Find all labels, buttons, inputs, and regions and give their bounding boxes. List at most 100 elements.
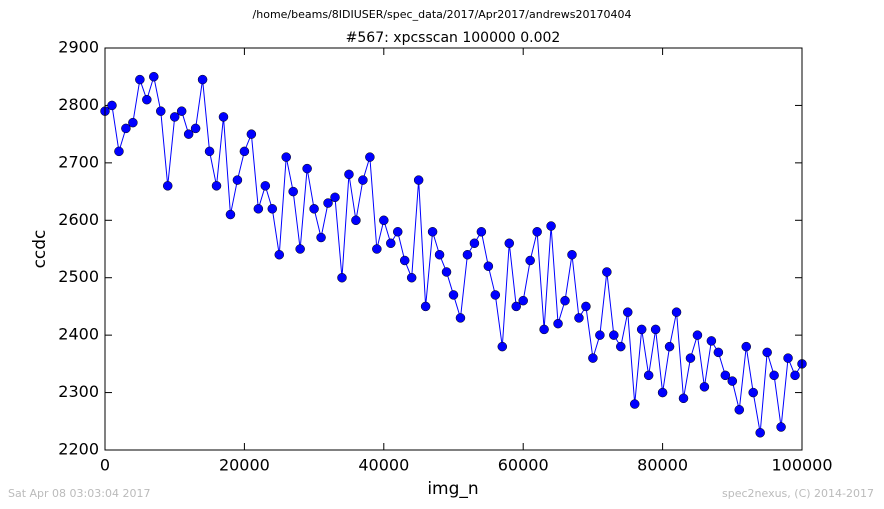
suptitle: /home/beams/8IDIUSER/spec_data/2017/Apr2… [253,8,632,21]
point [776,422,786,432]
point [643,370,654,381]
point [434,249,445,260]
point [476,227,487,237]
point [386,238,396,249]
point [162,181,173,191]
point [379,215,389,226]
point [253,204,264,214]
point [525,255,535,266]
point [302,163,312,174]
point [107,100,117,111]
point [413,175,424,185]
point [128,117,138,128]
point [239,146,250,157]
x-axis-label: img_n [427,479,478,499]
y-tick-label: 2700 [58,152,99,171]
point [629,399,640,409]
point [713,347,724,358]
point [657,387,668,398]
point [692,330,703,340]
point [727,376,738,386]
point [588,353,598,363]
point [211,181,222,191]
point [553,318,563,329]
point [281,152,291,162]
point [490,290,501,300]
point [581,301,591,312]
point [699,382,710,392]
point [420,301,431,312]
point [441,267,452,277]
point [260,181,271,191]
point [330,192,340,203]
point [623,307,633,317]
point [748,387,758,398]
point [358,175,368,185]
point [399,255,410,266]
point [309,204,319,214]
x-tick-label: 40000 [358,456,409,475]
credit: spec2nexus, (C) 2014-2017 [722,487,874,500]
point [462,249,473,260]
point [365,152,375,162]
point [135,74,145,85]
x-tick-label: 100000 [771,456,832,475]
point [455,313,466,323]
point [783,353,793,363]
point [218,112,229,122]
point [567,249,577,260]
x-tick-label: 0 [100,456,110,475]
point [190,123,201,134]
point [574,313,584,323]
y-tick-label: 2600 [58,210,99,229]
point [671,307,682,317]
plot-frame [104,47,803,451]
point [539,324,549,335]
point [720,370,731,381]
point [755,428,765,438]
point [232,175,243,185]
y-tick-label: 2200 [58,440,99,459]
point [636,324,647,335]
y-tick-label: 2900 [58,38,99,57]
point [616,341,626,352]
point [741,341,751,352]
point [225,209,236,220]
point [392,227,403,237]
point [288,186,298,197]
point [595,330,605,340]
point [511,301,521,312]
point [176,106,187,116]
point [734,405,745,415]
point [650,324,661,335]
point [316,232,326,243]
point [197,74,208,85]
point [609,330,619,340]
x-tick-label: 80000 [637,456,688,475]
point [678,393,689,404]
chart-title: #567: xpcsscan 100000 0.002 [346,30,561,46]
point [546,221,556,231]
y-tick-label: 2300 [58,382,99,401]
point [295,244,305,254]
point [344,169,354,180]
point [560,295,570,306]
point [114,146,124,157]
point [504,238,515,249]
point [169,112,180,122]
point [664,341,675,352]
point [142,94,152,105]
point [323,198,333,208]
point [337,272,347,283]
point [483,261,494,271]
timestamp: Sat Apr 08 03:03:04 2017 [8,487,150,500]
point [532,227,542,237]
series-line [104,76,803,433]
point [121,123,131,134]
point [351,215,361,226]
y-tick-label: 2500 [58,267,99,286]
point [156,106,166,116]
point [497,341,508,352]
